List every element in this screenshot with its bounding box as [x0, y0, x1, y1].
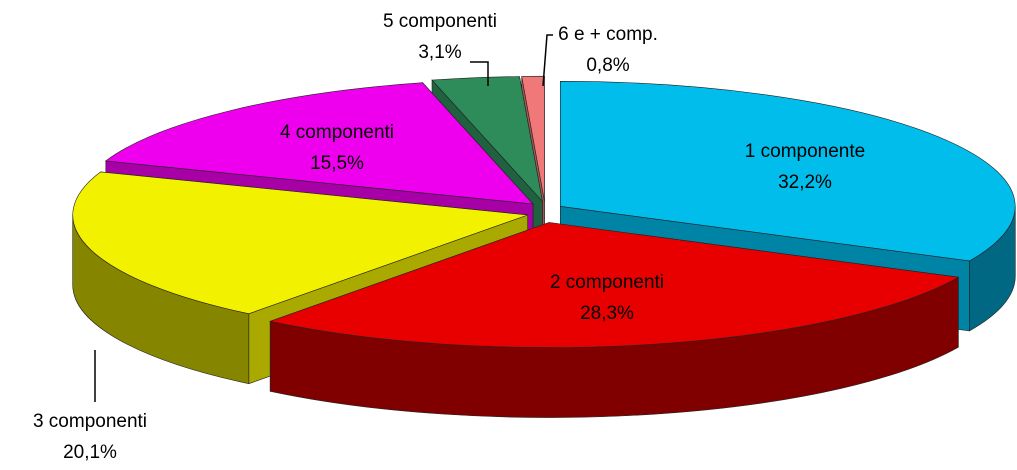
value-label: 20,1%: [63, 442, 117, 463]
leader-line: [542, 34, 553, 87]
pie-tops: [72, 75, 1016, 348]
category-label: 4 componenti: [280, 122, 394, 143]
category-label: 1 componente: [745, 141, 865, 162]
category-label: 6 e + comp.: [558, 24, 658, 45]
category-label: 3 componenti: [33, 411, 147, 432]
category-label: 5 componenti: [383, 11, 497, 32]
category-label: 2 componenti: [550, 272, 664, 293]
value-label: 32,2%: [778, 172, 832, 193]
value-label: 15,5%: [310, 153, 364, 174]
value-label: 0,8%: [586, 55, 629, 76]
data-labels: 1 componente 32,2% 2 componenti 28,3% 3 comp…: [33, 11, 865, 463]
value-label: 3,1%: [418, 42, 461, 63]
pie-slice: [431, 76, 543, 203]
pie-slice: [72, 171, 528, 315]
leader-line: [470, 61, 489, 86]
value-label: 28,3%: [580, 303, 634, 324]
pie-slice: [560, 80, 1016, 262]
pie-slice: [105, 82, 534, 205]
pie-slice: [269, 222, 960, 348]
